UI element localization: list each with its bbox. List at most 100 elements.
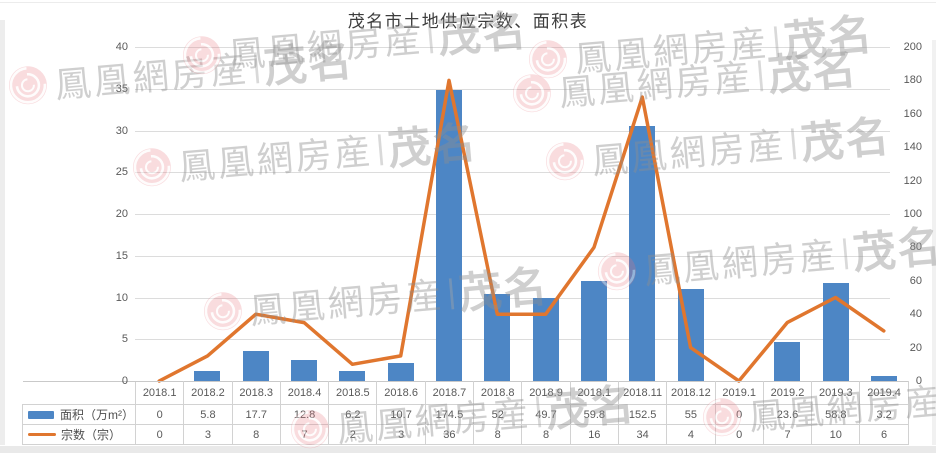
gridline: [135, 47, 890, 48]
table-value-cell: 36: [424, 424, 475, 445]
y-axis-right-tick: 20: [909, 341, 922, 354]
table-value-cell: 58.8: [811, 404, 861, 425]
x-category-label: 2018.12: [666, 381, 716, 405]
frame-right-edge: [932, 40, 936, 445]
y-axis-left-tick: 5: [121, 333, 128, 346]
y-axis-left-tick: 30: [115, 124, 128, 137]
table-value-cell: 4: [666, 424, 716, 445]
y-axis-right-tick: 120: [903, 174, 922, 187]
bar-2018.11: [629, 126, 656, 381]
table-value-cell: 2: [328, 424, 378, 445]
frame-left-edge: [0, 20, 5, 445]
table-value-cell: 7: [762, 424, 813, 445]
table-value-cell: 3.2: [859, 404, 909, 425]
y-axis-left-tick: 40: [115, 41, 128, 53]
legend-cell: 宗数（宗）: [22, 424, 136, 445]
table-value-cell: 7: [279, 424, 330, 445]
bar-2019.4: [870, 375, 897, 381]
y-axis-right-tick: 40: [909, 308, 922, 321]
y-axis-right-tick: 100: [903, 208, 922, 220]
table-value-cell: 3: [376, 424, 426, 445]
x-category-label: 2018.11: [617, 381, 668, 405]
x-category-label: 2018.2: [183, 381, 233, 405]
bar-2018.3: [242, 351, 269, 381]
table-value-cell: 152.5: [617, 404, 668, 425]
x-category-label: 2018.3: [231, 381, 281, 405]
table-value-cell: 174.5: [424, 404, 475, 425]
table-value-cell: 16: [569, 424, 619, 445]
y-axis-left-tick: 35: [115, 82, 128, 95]
table-value-cell: 12.8: [279, 404, 330, 425]
bar-2018.4: [291, 359, 318, 381]
gridline: [135, 130, 890, 132]
table-row: 面积（万m²） 0 5.8 17.7 12.8 6.2 10.7 174.5 52 49.7 59.…: [22, 404, 909, 425]
y-axis-left-tick: 10: [115, 291, 128, 304]
y-axis-right-tick: 0: [915, 375, 922, 387]
bar-2018.6: [387, 363, 414, 381]
x-category-label: 2018.7: [424, 381, 475, 405]
x-category-label: 2018.8: [473, 381, 523, 405]
table-value-cell: 6.2: [328, 404, 378, 425]
y-axis-left-tick: 20: [115, 208, 128, 220]
table-value-cell: 0: [134, 424, 185, 445]
table-value-cell: 59.8: [569, 404, 619, 425]
x-category-label: 2018.1: [134, 381, 185, 405]
x-category-label: 2018.5: [328, 381, 378, 405]
frame-bottom-edge: [0, 446, 936, 453]
table-row: 宗数（宗） 0 3 8 7 2 3 36 8 8 16 34 4 0 7 10 6: [22, 424, 909, 445]
table-value-cell: 0: [714, 404, 764, 425]
y-axis-right-tick: 180: [903, 74, 922, 87]
gridline: [135, 214, 890, 215]
table-value-cell: 49.7: [521, 404, 571, 425]
bar-2019.2: [774, 341, 801, 381]
count-line: [157, 78, 886, 383]
x-category-label: 2018.4: [279, 381, 330, 405]
legend-bar-swatch-icon: [28, 410, 54, 419]
gridline: [135, 339, 890, 341]
table-value-cell: 55: [666, 404, 716, 425]
table-value-cell: 34: [617, 424, 668, 445]
frame-top-edge: [0, 2, 936, 3]
line-series: [157, 78, 886, 383]
y-axis-right-tick: 80: [909, 241, 922, 254]
x-category-label: 2018.6: [376, 381, 426, 405]
bar-2018.2: [194, 371, 221, 381]
chart-title: 茂名市土地供应宗数、面积表: [347, 12, 589, 32]
gridline: [135, 297, 890, 299]
bar-2018.5: [339, 370, 366, 381]
table-value-cell: 6: [859, 424, 909, 445]
phoenix-logo-icon: [8, 66, 47, 105]
legend-label: 面积（万m²）: [60, 408, 134, 422]
legend-line-swatch-icon: [28, 433, 56, 436]
table-value-cell: 17.7: [231, 404, 281, 425]
data-table: 2018.1 2018.2 2018.3 2018.4 2018.5 2018.6 2018…: [22, 381, 909, 445]
gridline: [135, 88, 890, 90]
table-value-cell: 8: [473, 424, 523, 445]
x-category-label: 2019.2: [762, 381, 813, 405]
x-category-label: 2018.1: [569, 381, 619, 405]
x-category-label: 2019.3: [811, 381, 861, 405]
gridline: [135, 172, 890, 174]
y-axis-right-tick: 60: [909, 274, 922, 287]
table-value-cell: 3: [183, 424, 233, 445]
bar-2018.1: [580, 281, 607, 381]
y-axis-left-tick: 25: [115, 166, 128, 179]
y-axis-left-tick: 0: [121, 375, 128, 387]
table-value-cell: 5.8: [183, 404, 233, 425]
legend-label: 宗数（宗）: [61, 428, 122, 442]
table-value-cell: 52: [473, 404, 523, 425]
table-value-cell: 8: [521, 424, 571, 445]
plot-area: [135, 47, 908, 383]
table-value-cell: 10: [811, 424, 861, 445]
table-header-row: 2018.1 2018.2 2018.3 2018.4 2018.5 2018.6 2018…: [22, 381, 909, 405]
legend-cell: 面积（万m²）: [22, 404, 136, 425]
y-axis-left-tick: 15: [115, 249, 128, 262]
x-category-label: 2018.9: [521, 381, 571, 405]
table-value-cell: 10.7: [376, 404, 426, 425]
table-value-cell: 23.6: [762, 404, 813, 425]
y-axis-right-tick: 140: [903, 141, 922, 154]
table-value-cell: 0: [714, 424, 764, 445]
y-axis-right-tick: 200: [903, 41, 922, 53]
table-value-cell: 0: [134, 404, 185, 425]
